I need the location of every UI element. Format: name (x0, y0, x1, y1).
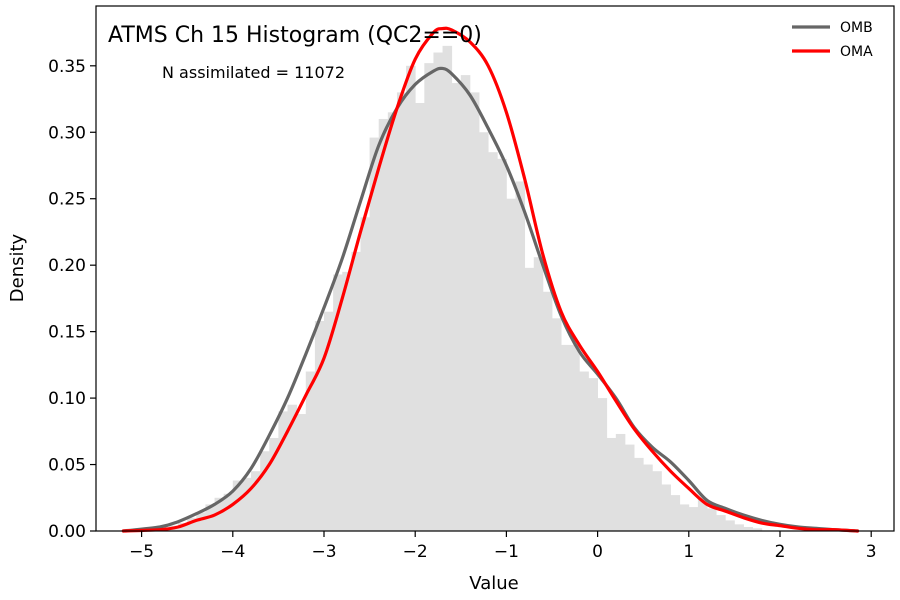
histogram-bar (579, 371, 589, 531)
histogram-bar (187, 517, 197, 531)
histogram-bar (524, 267, 535, 531)
x-tick-label: −5 (129, 542, 154, 562)
histogram-bar (469, 92, 480, 531)
series-line-omb (121, 66, 860, 533)
histogram-bar (442, 45, 453, 532)
histogram-bar (406, 65, 416, 531)
histogram-bar (479, 132, 489, 531)
y-tick-label: 0.20 (48, 256, 86, 276)
x-tick-label: −3 (311, 542, 336, 562)
histogram-bar (542, 291, 553, 531)
histogram-bar (360, 217, 370, 531)
histogram-bar (433, 52, 443, 532)
x-tick-label: 3 (866, 542, 877, 562)
histogram-bar (643, 464, 653, 531)
histogram-bar (260, 451, 270, 531)
histogram-bars (159, 45, 763, 532)
y-tick-label: 0.05 (48, 456, 86, 476)
histogram-bar (597, 398, 608, 531)
histogram-bar (305, 371, 316, 531)
x-axis-label: Value (469, 573, 518, 594)
histogram-bar (196, 512, 206, 531)
histogram-bar (570, 344, 580, 531)
x-tick-label: 2 (775, 542, 786, 562)
legend-label-oma: OMA (840, 44, 873, 60)
histogram-bar (251, 471, 261, 531)
x-tick-label: −1 (494, 542, 519, 562)
histogram-bar (697, 497, 708, 531)
histogram-bar (725, 520, 735, 531)
histogram-bar (752, 528, 763, 531)
histogram-bar (287, 404, 298, 531)
y-axis-ticks: 0.00 0.05 0.10 0.15 0.20 0.25 0.30 0.35 (48, 57, 96, 542)
histogram-bar (552, 318, 562, 531)
density-curves (121, 26, 860, 533)
histogram-bar (333, 274, 343, 531)
histogram-bar (324, 311, 334, 531)
histogram-bar (588, 378, 598, 531)
histogram-bar (497, 158, 507, 531)
histogram-bar (314, 321, 325, 531)
legend-label-omb: OMB (840, 20, 873, 36)
histogram-bar (652, 471, 662, 531)
histogram-bar (515, 181, 526, 531)
histogram-bar (415, 103, 425, 531)
histogram-bar (296, 414, 307, 531)
histogram-bar (743, 527, 754, 531)
histogram-bar (670, 495, 681, 531)
y-tick-label: 0.10 (48, 389, 86, 409)
histogram-bar (460, 75, 471, 532)
histogram-bar (342, 271, 352, 531)
histogram-bar (561, 344, 571, 531)
histogram-bar (424, 63, 434, 532)
histogram-bar (634, 457, 644, 531)
x-tick-label: −2 (403, 542, 428, 562)
histogram-bar (624, 444, 635, 531)
histogram-bar (734, 524, 744, 531)
series-line-oma (121, 26, 860, 533)
histogram-bar (679, 504, 690, 531)
histogram-bar (232, 480, 243, 531)
histogram-bar (533, 257, 544, 531)
histogram-bar (378, 118, 389, 531)
histogram-bar (241, 477, 252, 531)
histogram-bar (369, 137, 380, 531)
y-axis-label: Density (7, 233, 28, 302)
histogram-bar (223, 493, 234, 531)
histogram-bar (396, 92, 407, 531)
y-tick-label: 0.35 (48, 57, 86, 77)
y-tick-label: 0.15 (48, 323, 86, 343)
x-tick-label: 0 (592, 542, 603, 562)
y-tick-label: 0.25 (48, 190, 86, 210)
histogram-bar (351, 251, 361, 531)
plot-frame (95, 5, 895, 532)
histogram-bar (606, 437, 617, 531)
histogram-bar (278, 411, 288, 531)
x-tick-label: 1 (683, 542, 694, 562)
histogram-bar (269, 437, 279, 531)
histogram-bar (488, 152, 498, 531)
x-axis-ticks: −5 −4 −3 −2 −1 0 1 2 3 (129, 531, 877, 562)
histogram-bar (451, 83, 462, 531)
histogram-bar (661, 484, 671, 531)
histogram-bar (506, 198, 516, 531)
x-tick-label: −4 (220, 542, 245, 562)
histogram-bar (387, 112, 398, 531)
y-tick-label: 0.00 (48, 522, 86, 542)
legend: OMB OMA (792, 20, 873, 60)
histogram-bar (716, 515, 726, 531)
histogram-bar (688, 507, 699, 531)
histogram-bar (707, 508, 717, 531)
histogram-bar (615, 433, 626, 531)
chart-title: ATMS Ch 15 Histogram (QC2==0) (108, 23, 482, 48)
y-tick-label: 0.30 (48, 123, 86, 143)
n-assimilated-annotation: N assimilated = 11072 (162, 63, 345, 82)
